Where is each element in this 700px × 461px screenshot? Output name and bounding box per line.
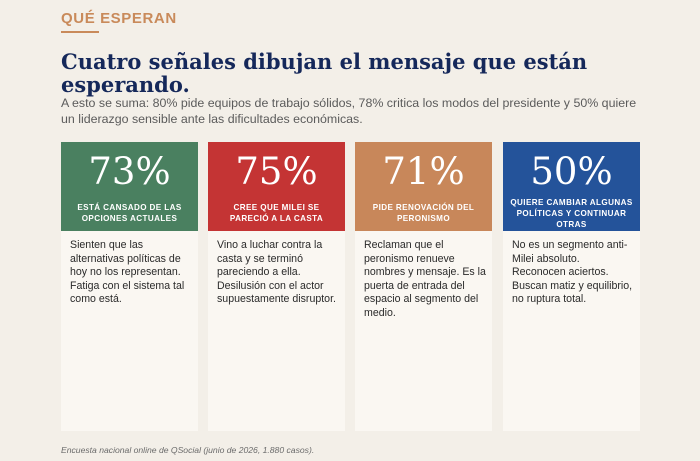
- stat-percentage: 73%: [88, 150, 171, 193]
- section-kicker: QUÉ ESPERAN: [61, 10, 177, 27]
- stat-card-header: 75% CREE QUE MILEI SE PARECIÓ A LA CASTA: [208, 142, 345, 231]
- stat-label: ESTÁ CANSADO DE LAS OPCIONES ACTUALES: [77, 203, 182, 223]
- stat-description: Vino a luchar contra la casta y se termi…: [217, 239, 336, 306]
- stat-card-peronismo: 71% PIDE RENOVACIÓN DEL PERONISMO Reclam…: [355, 142, 492, 431]
- stat-percentage: 50%: [530, 150, 613, 193]
- stat-percentage: 71%: [382, 150, 465, 193]
- kicker-underline: [61, 31, 99, 33]
- stat-label: CREE QUE MILEI SE PARECIÓ A LA CASTA: [229, 203, 324, 223]
- source-footnote: Encuesta nacional online de QSocial (jun…: [61, 445, 315, 455]
- stat-card-header: 73% ESTÁ CANSADO DE LAS OPCIONES ACTUALE…: [61, 142, 198, 231]
- stat-card-header: 71% PIDE RENOVACIÓN DEL PERONISMO: [355, 142, 492, 231]
- stat-card-casta: 75% CREE QUE MILEI SE PARECIÓ A LA CASTA…: [208, 142, 345, 431]
- stat-percentage: 75%: [235, 150, 318, 193]
- stat-description: No es un segmento anti-Milei absoluto. R…: [512, 239, 633, 306]
- page-title: Cuatro señales dibujan el mensaje que es…: [61, 49, 588, 97]
- page-subtitle: A esto se suma: 80% pide equipos de trab…: [61, 96, 637, 126]
- stat-card-cansado: 73% ESTÁ CANSADO DE LAS OPCIONES ACTUALE…: [61, 142, 198, 431]
- stat-label: QUIERE CAMBIAR ALGUNAS POLÍTICAS Y CONTI…: [510, 198, 633, 229]
- stat-description: Reclaman que el peronismo renueve nombre…: [364, 239, 486, 319]
- stat-label: PIDE RENOVACIÓN DEL PERONISMO: [372, 203, 475, 223]
- stat-description: Sienten que las alternativas políticas d…: [70, 239, 185, 306]
- stat-card-politicas: 50% QUIERE CAMBIAR ALGUNAS POLÍTICAS Y C…: [503, 142, 640, 431]
- stat-card-header: 50% QUIERE CAMBIAR ALGUNAS POLÍTICAS Y C…: [503, 142, 640, 231]
